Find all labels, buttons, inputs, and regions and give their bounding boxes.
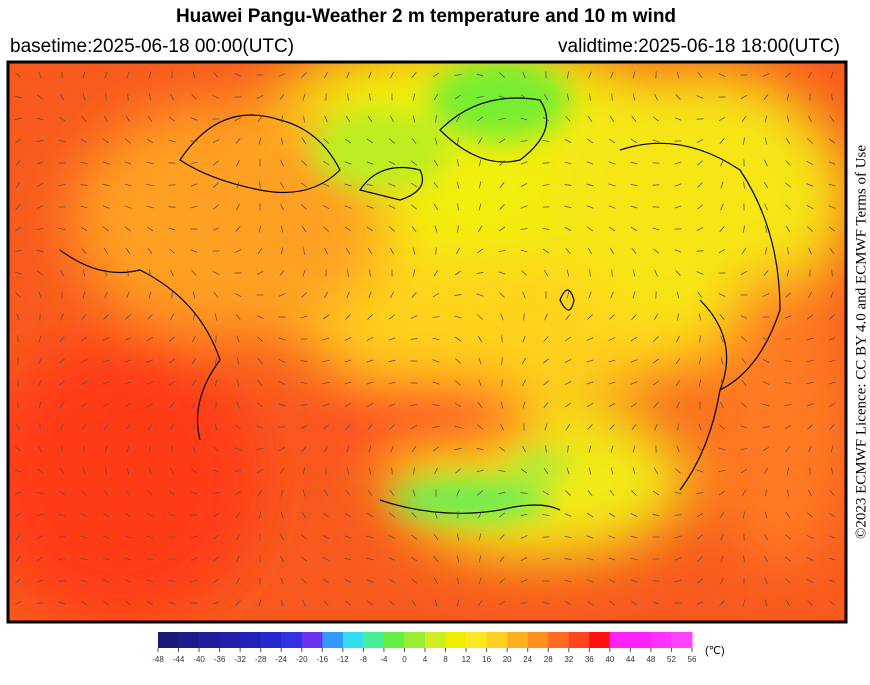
colorbar-segment bbox=[343, 632, 364, 648]
colorbar-tick-label: 52 bbox=[667, 655, 676, 664]
wind-arrow bbox=[172, 292, 173, 299]
wind-arrow bbox=[678, 424, 679, 431]
colorbar-tick-label: 56 bbox=[688, 655, 697, 664]
colorbar-segment bbox=[630, 632, 651, 648]
colorbar-segment bbox=[589, 632, 610, 648]
wind-arrow bbox=[543, 537, 550, 538]
colorbar-tick-label: 16 bbox=[482, 655, 491, 664]
colorbar-tick-label: 36 bbox=[585, 655, 594, 664]
colorbar-segment bbox=[220, 632, 241, 648]
colorbar-tick-label: 0 bbox=[402, 655, 407, 664]
colorbar-segment bbox=[507, 632, 528, 648]
colorbar-tick-label: 40 bbox=[605, 655, 614, 664]
wind-arrow bbox=[436, 116, 437, 123]
colorbar-tick-label: 20 bbox=[503, 655, 512, 664]
colorbar-segment bbox=[179, 632, 200, 648]
colorbar-tick-label: 48 bbox=[646, 655, 655, 664]
colorbar-tick-label: 24 bbox=[523, 655, 532, 664]
colorbar-segment bbox=[446, 632, 467, 648]
colorbar-segment bbox=[261, 632, 282, 648]
colorbar-segment bbox=[671, 632, 692, 648]
colorbar-tick-label: -36 bbox=[214, 655, 226, 664]
map bbox=[0, 40, 850, 622]
wind-arrow bbox=[612, 270, 613, 277]
credit: ©2023 ECMWF Licence: CC BY 4.0 and ECMWF… bbox=[853, 145, 869, 539]
colorbar-segment bbox=[240, 632, 261, 648]
colorbar-segment bbox=[651, 632, 672, 648]
colorbar-tick-label: -12 bbox=[337, 655, 349, 664]
colorbar-segment bbox=[487, 632, 508, 648]
colorbar-segment bbox=[281, 632, 302, 648]
colorbar-segment bbox=[363, 632, 384, 648]
wind-arrow bbox=[502, 380, 503, 387]
wind-arrow bbox=[216, 336, 217, 343]
colorbar-tick-label: -32 bbox=[234, 655, 246, 664]
colorbar-tick-label: 8 bbox=[443, 655, 448, 664]
colorbar-segment bbox=[384, 632, 405, 648]
validtime: validtime:2025-06-18 18:00(UTC) bbox=[558, 36, 840, 57]
wind-arrow bbox=[279, 427, 286, 428]
colorbar-segment bbox=[404, 632, 425, 648]
colorbar-segment bbox=[425, 632, 446, 648]
colorbar-segment bbox=[322, 632, 343, 648]
colorbar-unit: (℃) bbox=[705, 645, 725, 657]
colorbar-segment bbox=[302, 632, 323, 648]
wind-arrow bbox=[653, 581, 660, 582]
colorbar-tick-label: -40 bbox=[193, 655, 205, 664]
basetime: basetime:2025-06-18 00:00(UTC) bbox=[10, 36, 294, 57]
colorbar-tick-label: 44 bbox=[626, 655, 635, 664]
colorbar-tick-label: 28 bbox=[544, 655, 553, 664]
wind-arrow bbox=[521, 603, 528, 604]
colorbar-tick-label: -16 bbox=[317, 655, 329, 664]
colorbar-tick-label: -48 bbox=[152, 655, 164, 664]
colorbar-segment bbox=[569, 632, 590, 648]
colorbar-segment bbox=[610, 632, 631, 648]
colorbar-segment bbox=[548, 632, 569, 648]
colorbar-tick-label: -4 bbox=[380, 655, 388, 664]
colorbar-tick-label: -44 bbox=[173, 655, 185, 664]
wind-arrow bbox=[128, 94, 129, 101]
colorbar-tick-label: -8 bbox=[360, 655, 368, 664]
colorbar-segment bbox=[528, 632, 549, 648]
colorbar-segment bbox=[158, 632, 179, 648]
colorbar-tick-label: 12 bbox=[462, 655, 471, 664]
title: Huawei Pangu-Weather 2 m temperature and… bbox=[176, 6, 676, 27]
colorbar-segment bbox=[199, 632, 220, 648]
colorbar-segment bbox=[466, 632, 487, 648]
colorbar-tick-label: 32 bbox=[564, 655, 573, 664]
colorbar-tick-label: 4 bbox=[423, 655, 428, 664]
wind-arrow bbox=[612, 94, 613, 101]
colorbar-tick-label: -28 bbox=[255, 655, 267, 664]
wind-arrow bbox=[18, 336, 19, 343]
colorbar-tick-label: -24 bbox=[275, 655, 287, 664]
colorbar-tick-label: -20 bbox=[296, 655, 308, 664]
